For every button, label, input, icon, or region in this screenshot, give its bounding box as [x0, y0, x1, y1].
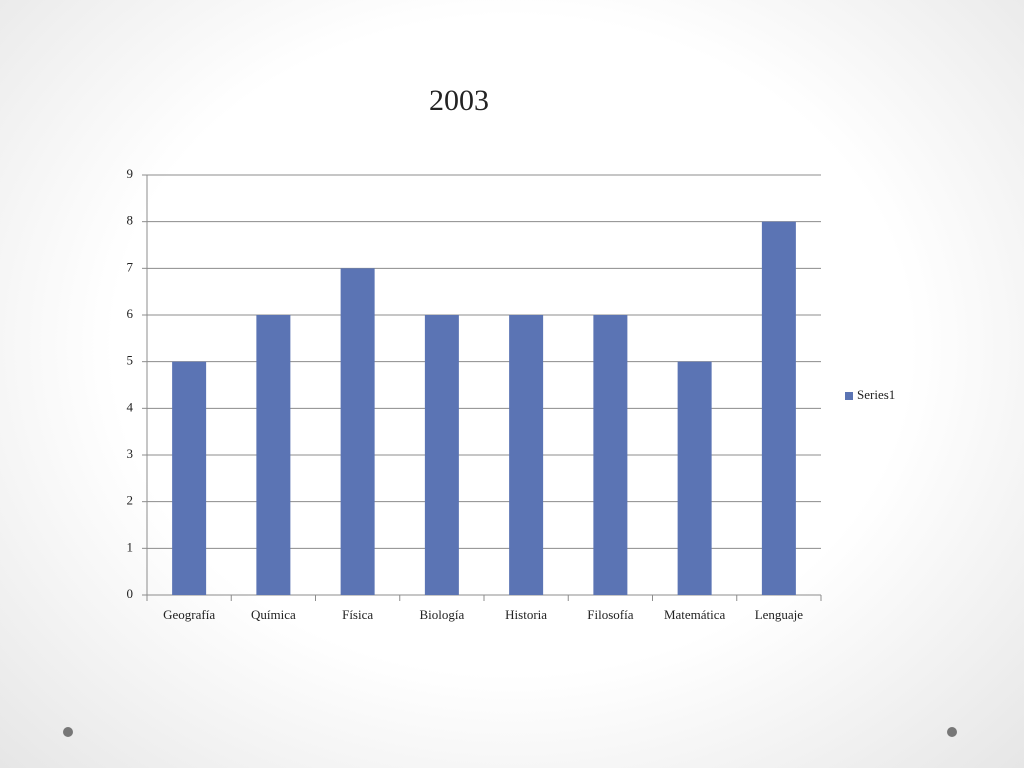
legend-label: Series1	[857, 387, 895, 402]
bar	[424, 315, 459, 595]
x-tick-label: Lenguaje	[755, 607, 804, 622]
bar	[172, 361, 207, 595]
x-tick-label: Filosofía	[587, 607, 633, 622]
x-tick-label: Química	[251, 607, 296, 622]
decoration-dot	[947, 727, 957, 737]
y-tick-label: 1	[127, 539, 134, 554]
x-tick-label: Historia	[505, 607, 547, 622]
x-tick-label: Matemática	[664, 607, 726, 622]
bar	[677, 361, 712, 595]
bar	[340, 268, 375, 595]
y-tick-label: 8	[127, 213, 134, 228]
chart-title: 2003	[429, 84, 489, 117]
y-tick-label: 9	[127, 166, 134, 181]
x-tick-label: Biología	[419, 607, 464, 622]
legend-swatch	[845, 392, 853, 400]
bar	[256, 315, 291, 595]
y-tick-label: 0	[127, 586, 134, 601]
x-tick-label: Física	[342, 607, 373, 622]
bar	[509, 315, 544, 595]
y-tick-label: 7	[127, 259, 134, 274]
y-tick-label: 4	[127, 399, 134, 414]
decoration-dot	[63, 727, 73, 737]
y-tick-label: 6	[127, 306, 134, 321]
y-tick-label: 2	[127, 493, 134, 508]
y-tick-label: 5	[127, 353, 134, 368]
bar	[593, 315, 628, 595]
x-tick-label: Geografía	[163, 607, 215, 622]
y-tick-label: 3	[127, 446, 134, 461]
bar	[761, 221, 796, 595]
